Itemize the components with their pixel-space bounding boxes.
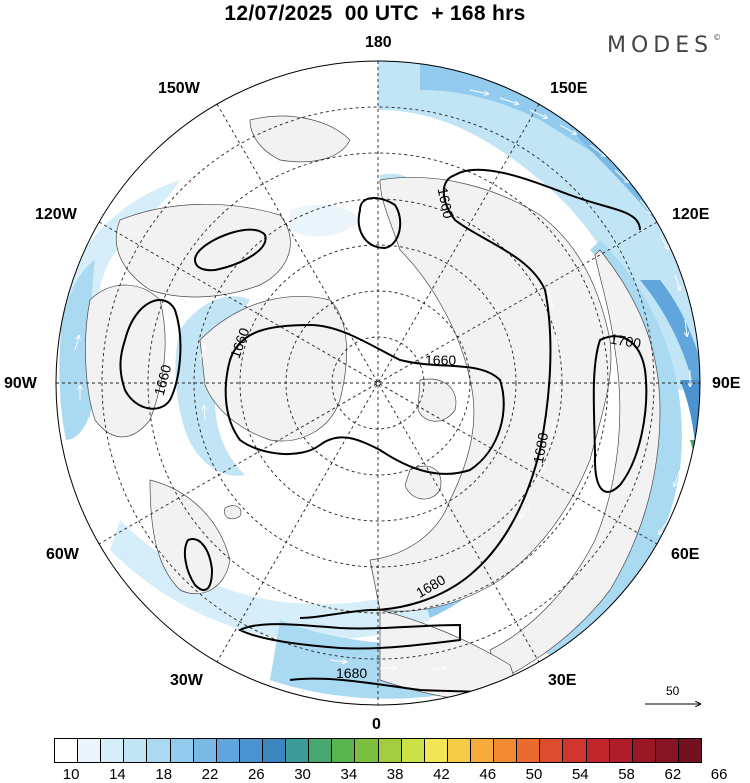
lon-label-150e: 150E: [550, 80, 588, 97]
colorbar-swatch: [586, 739, 610, 762]
colorbar-tick-label: 10: [62, 766, 80, 783]
lon-label-120e: 120E: [672, 206, 710, 223]
brand-logo: MODES©: [607, 33, 721, 58]
colorbar-swatch: [401, 739, 425, 762]
colorbar-tick-label: 58: [618, 766, 635, 783]
colorbar-tick-label: 38: [386, 766, 404, 783]
colorbar-swatch: [447, 739, 471, 762]
colorbar-tick-label: 42: [433, 766, 450, 783]
brand-copyright-mark: ©: [713, 33, 722, 42]
colorbar-swatch: [517, 739, 541, 762]
land-masses: [85, 115, 661, 703]
lon-label-90w: 90W: [4, 375, 37, 392]
map-boundary: [55, 60, 701, 706]
colorbar-tick-label: 46: [479, 766, 497, 783]
vector-reference-label: 50: [666, 684, 680, 698]
lon-label-60e: 60E: [671, 546, 700, 563]
map-title: 12/07/2025 00 UTC + 168 hrs: [224, 2, 526, 25]
colorbar-swatch: [378, 739, 402, 762]
colorbar-swatch: [286, 739, 310, 762]
colorbar-tick-label: 54: [571, 766, 589, 783]
lon-label-180: 180: [365, 34, 392, 51]
colorbar-swatch: [170, 739, 194, 762]
colorbar-swatch: [262, 739, 287, 762]
brand-name: MODES: [607, 33, 714, 58]
colorbar-swatch: [193, 739, 217, 762]
colorbar-swatch: [678, 739, 702, 762]
colorbar-tick-label: 66: [710, 766, 728, 783]
colorbar-swatch: [124, 739, 148, 762]
lon-label-30w: 30W: [170, 672, 203, 689]
colorbar-swatch: [55, 739, 79, 762]
colorbar-swatch: [563, 739, 587, 762]
colorbar-tick-label: 26: [247, 766, 265, 783]
colorbar-swatch: [355, 739, 379, 762]
colorbar-swatch: [309, 739, 333, 762]
graticule: [56, 61, 700, 705]
lon-label-90e: 90E: [712, 375, 741, 392]
colorbar-swatch: [655, 739, 679, 762]
lon-label-0: 0: [372, 716, 381, 733]
colorbar-swatch: [632, 739, 656, 762]
colorbar-swatch: [78, 739, 102, 762]
height-contours: [119, 168, 648, 701]
colorbar-tick-label: 30: [294, 766, 311, 783]
colorbar-swatch: [216, 739, 240, 762]
colorbar-swatch: [540, 739, 564, 762]
colorbar-tick-label: 50: [525, 766, 543, 783]
colorbar-tick-label: 22: [201, 766, 219, 783]
colorbar: [54, 738, 702, 763]
colorbar-swatch: [424, 739, 448, 762]
colorbar-swatch: [470, 739, 495, 762]
colorbar-swatch: [239, 739, 263, 762]
colorbar-tick-label: 34: [340, 766, 358, 783]
colorbar-swatch: [494, 739, 518, 762]
colorbar-tick-label: 18: [155, 766, 173, 783]
lon-label-150w: 150W: [158, 80, 200, 97]
lon-label-120w: 120W: [35, 206, 77, 223]
contour-label: 1680: [336, 665, 368, 681]
colorbar-swatch: [609, 739, 633, 762]
contour-label: 1660: [425, 352, 457, 368]
colorbar-tick-label: 14: [109, 766, 126, 783]
colorbar-tick-label: 62: [664, 766, 682, 783]
colorbar-swatch: [147, 739, 171, 762]
lon-label-30e: 30E: [548, 672, 577, 689]
lon-label-60w: 60W: [46, 546, 79, 563]
colorbar-swatch: [101, 739, 125, 762]
colorbar-swatch: [332, 739, 356, 762]
